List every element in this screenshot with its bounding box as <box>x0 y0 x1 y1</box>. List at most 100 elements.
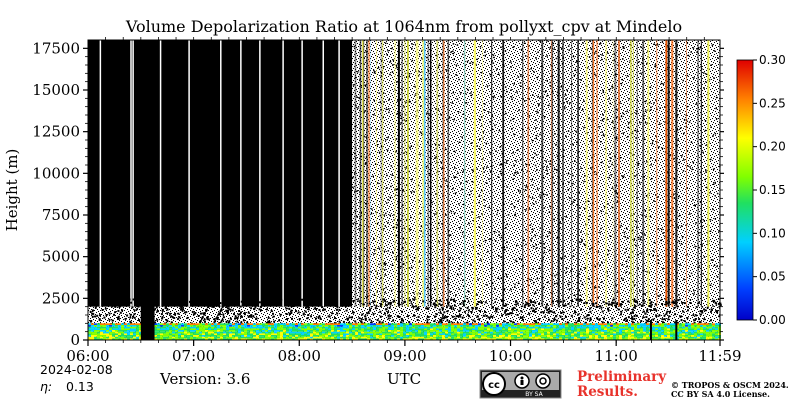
speckle <box>357 298 359 301</box>
aerosol-cell <box>397 326 400 329</box>
speckle <box>169 312 172 315</box>
speckle <box>714 195 716 197</box>
aerosol-cell <box>328 328 331 330</box>
aerosol-cell <box>214 333 217 335</box>
speckle <box>453 300 456 303</box>
speckle <box>373 300 376 303</box>
speckle <box>595 74 597 77</box>
aerosol-cell <box>382 335 385 337</box>
aerosol-cell <box>130 323 133 325</box>
speckle <box>118 306 121 308</box>
speckle <box>491 128 494 130</box>
speckle <box>438 302 441 305</box>
speckle <box>583 126 585 129</box>
aerosol-cell <box>421 330 424 332</box>
speckle <box>120 301 122 304</box>
aerosol-cell <box>289 330 292 332</box>
aerosol-cell <box>238 336 241 339</box>
aerosol-cell <box>637 333 640 335</box>
aerosol-cell <box>706 330 709 332</box>
speckle <box>489 73 492 76</box>
speckle <box>451 102 453 104</box>
speckle <box>365 202 367 205</box>
aerosol-cell <box>418 328 421 330</box>
aerosol-cell <box>715 323 718 325</box>
speckle <box>535 57 537 59</box>
aerosol-cell <box>223 328 226 330</box>
speckle <box>438 64 441 66</box>
aerosol-cell <box>526 326 529 329</box>
speckle <box>466 321 469 324</box>
aerosol-cell <box>91 335 94 337</box>
speckle <box>357 300 359 302</box>
aerosol-cell <box>175 326 178 329</box>
speckle <box>376 319 379 322</box>
aerosol-cell <box>583 328 586 330</box>
speckle <box>519 82 522 84</box>
speckle <box>425 278 427 280</box>
speckle <box>512 321 515 324</box>
speckle <box>627 122 630 124</box>
aerosol-cell <box>394 331 397 334</box>
speckle <box>491 306 494 309</box>
speckle <box>690 272 693 275</box>
aerosol-cell <box>331 335 334 337</box>
aerosol-cell <box>706 328 709 330</box>
speckle <box>495 308 498 311</box>
aerosol-cell <box>367 338 370 340</box>
aerosol-cell <box>637 336 640 339</box>
speckle <box>369 196 372 199</box>
aerosol-cell <box>628 325 631 327</box>
speckle <box>712 135 714 137</box>
aerosol-cell <box>472 323 475 325</box>
aerosol-cell <box>277 326 280 329</box>
speckle <box>506 223 508 226</box>
copyright-line1: © TROPOS & OSCM 2024. <box>671 380 789 390</box>
speckle <box>609 235 612 237</box>
aerosol-cell <box>265 336 268 339</box>
speckle <box>548 249 551 251</box>
speckle <box>548 310 551 313</box>
aerosol-cell <box>88 326 91 329</box>
aerosol-cell <box>598 330 601 332</box>
speckle <box>709 284 712 286</box>
speckle <box>553 182 555 184</box>
aerosol-cell <box>313 325 316 327</box>
aerosol-cell <box>244 336 247 339</box>
speckle <box>290 302 293 305</box>
speckle <box>203 318 206 321</box>
aerosol-cell <box>310 325 313 327</box>
aerosol-cell <box>424 325 427 327</box>
speckle <box>591 302 594 305</box>
speckle <box>387 302 390 305</box>
aerosol-cell <box>622 338 625 340</box>
speckle <box>556 91 559 94</box>
speckle <box>484 239 487 242</box>
aerosol-cell <box>529 336 532 339</box>
speckle <box>664 121 666 123</box>
aerosol-cell <box>625 328 628 330</box>
speckle <box>645 195 648 197</box>
speckle <box>267 320 270 323</box>
speckle <box>405 101 407 104</box>
aerosol-cell <box>220 323 223 325</box>
aerosol-cell <box>385 328 388 330</box>
aerosol-cell <box>652 330 655 332</box>
speckle <box>378 263 380 266</box>
speckle <box>378 92 380 94</box>
aerosol-cell <box>97 328 100 330</box>
aerosol-cell <box>361 331 364 334</box>
speckle <box>616 303 618 306</box>
aerosol-cell <box>289 331 292 334</box>
aerosol-cell <box>319 323 322 325</box>
speckle <box>615 137 618 140</box>
speckle <box>621 78 623 81</box>
speckle <box>521 258 523 261</box>
aerosol-cell <box>676 338 679 340</box>
speckle <box>395 64 398 67</box>
aerosol-cell <box>379 331 382 334</box>
aerosol-cell <box>478 328 481 330</box>
speckle <box>408 267 410 269</box>
speckle <box>173 317 176 319</box>
aerosol-cell <box>592 333 595 335</box>
